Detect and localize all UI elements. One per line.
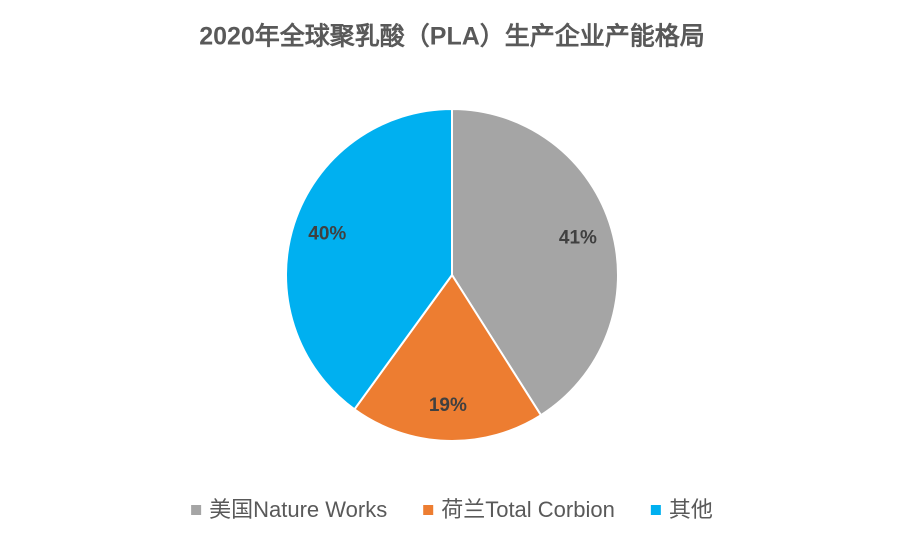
data-label: 19% (429, 395, 467, 416)
legend-label: 荷兰Total Corbion (441, 497, 615, 522)
data-label: 40% (308, 223, 346, 244)
legend-label: 美国Nature Works (209, 497, 387, 522)
pie-slice (353, 273, 543, 442)
data-label: 41% (559, 227, 597, 248)
legend-label: 其他 (669, 497, 713, 522)
legend-marker (650, 505, 661, 515)
legend-marker (423, 505, 434, 515)
pie-slice (285, 107, 453, 411)
chart-title: 2020年全球聚乳酸（PLA）生产企业产能格局 (199, 22, 705, 51)
legend-marker (191, 505, 202, 515)
